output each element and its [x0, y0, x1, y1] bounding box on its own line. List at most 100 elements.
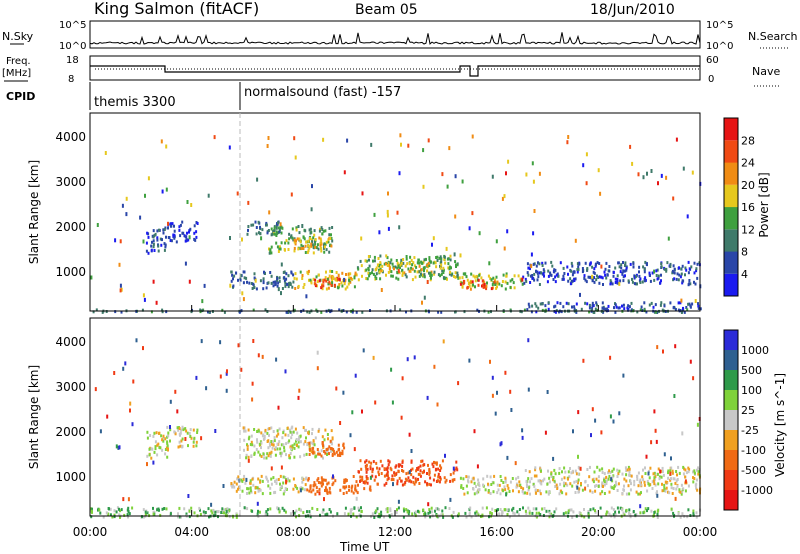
heatmap-cell — [649, 274, 651, 277]
heatmap-cell — [391, 262, 394, 266]
heatmap-cell — [290, 271, 293, 275]
heatmap-speckle — [650, 169, 653, 173]
heatmap-cell — [586, 468, 589, 471]
heatmap-speckle — [473, 429, 476, 434]
heatmap-cell — [263, 434, 266, 438]
heatmap-cell — [237, 475, 240, 479]
heatmap-cell — [530, 310, 533, 314]
heatmap-cell — [428, 472, 431, 476]
heatmap-cell — [625, 479, 628, 483]
heatmap-cell — [372, 460, 375, 464]
heatmap-cell — [429, 515, 432, 519]
heatmap-cell — [507, 508, 510, 512]
heatmap-cell — [528, 470, 531, 474]
heatmap-speckle — [471, 211, 474, 216]
heatmap-cell — [276, 506, 279, 510]
heatmap-cell — [571, 469, 574, 473]
heatmap-cell — [529, 492, 531, 496]
heatmap-cell — [289, 445, 292, 449]
heatmap-speckle — [270, 466, 273, 471]
heatmap-cell — [221, 308, 224, 312]
heatmap-cell — [322, 229, 325, 233]
heatmap-cell — [268, 451, 271, 455]
heatmap-cell — [273, 232, 276, 236]
heatmap-cell — [329, 439, 332, 443]
heatmap-cell — [178, 506, 181, 510]
heatmap-cell — [267, 281, 270, 285]
heatmap-speckle — [476, 464, 479, 469]
heatmap-cell — [386, 264, 389, 267]
heatmap-cell — [157, 249, 160, 253]
nsky-trace — [89, 32, 701, 45]
heatmap-cell — [454, 271, 457, 275]
heatmap-cell — [415, 469, 418, 473]
heatmap-cell — [521, 282, 524, 286]
heatmap-cell — [435, 256, 438, 259]
heatmap-cell — [238, 310, 241, 314]
heatmap-cell — [326, 447, 329, 451]
heatmap-cell — [278, 276, 281, 280]
nsky-tick-top: 10^5 — [59, 20, 86, 31]
heatmap-cell — [676, 272, 679, 276]
heatmap-cell — [91, 507, 93, 511]
heatmap-cell — [267, 439, 270, 443]
heatmap-cell — [404, 481, 407, 484]
heatmap-speckle — [372, 355, 375, 360]
heatmap-cell — [259, 279, 262, 283]
heatmap-cell — [298, 507, 301, 511]
heatmap-cell — [489, 511, 492, 515]
heatmap-speckle — [205, 386, 208, 391]
heatmap-cell — [593, 267, 596, 271]
heatmap-cell — [677, 301, 680, 305]
heatmap-cell — [531, 274, 534, 277]
heatmap-cell — [516, 510, 519, 514]
heatmap-speckle — [622, 373, 625, 378]
heatmap-cell — [681, 490, 684, 494]
heatmap-cell — [672, 278, 675, 282]
heatmap-cell — [485, 287, 488, 291]
heatmap-cell — [569, 277, 572, 281]
heatmap-cell — [359, 459, 362, 463]
heatmap-speckle — [285, 479, 288, 484]
heatmap-cell — [550, 474, 553, 478]
heatmap-cell — [669, 301, 672, 305]
heatmap-cell — [603, 270, 606, 274]
heatmap-cell — [356, 491, 359, 495]
heatmap-cell — [336, 512, 339, 516]
heatmap-cell — [143, 515, 145, 519]
heatmap-cell — [498, 483, 501, 487]
heatmap-cell — [387, 476, 390, 480]
heatmap-speckle — [143, 297, 146, 302]
heatmap-speckle — [399, 133, 402, 138]
heatmap-cell — [363, 487, 366, 491]
heatmap-cell — [553, 510, 556, 514]
heatmap-cell — [611, 475, 614, 479]
heatmap-cell — [90, 515, 93, 519]
heatmap-cell — [298, 231, 301, 235]
heatmap-cell — [619, 506, 622, 510]
heatmap-cell — [377, 470, 380, 474]
heatmap-cell — [378, 467, 381, 471]
heatmap-cell — [113, 509, 116, 513]
heatmap-cell — [626, 468, 629, 472]
heatmap-cell — [644, 466, 646, 470]
heatmap-cell — [402, 507, 405, 511]
heatmap-cell — [495, 275, 498, 279]
heatmap-cell — [598, 275, 601, 279]
heatmap-cell — [613, 306, 615, 310]
heatmap-cell — [491, 507, 494, 511]
heatmap-cell — [152, 434, 155, 438]
heatmap-cell — [251, 477, 254, 481]
heatmap-speckle — [422, 184, 425, 189]
heatmap-cell — [609, 471, 612, 474]
heatmap-cell — [413, 256, 416, 260]
heatmap-cell — [343, 446, 346, 450]
heatmap-cell — [411, 512, 414, 516]
heatmap-cell — [268, 442, 271, 446]
heatmap-cell — [266, 231, 269, 235]
heatmap-cell — [605, 512, 608, 516]
heatmap-cell — [178, 228, 181, 232]
heatmap-cell — [396, 266, 399, 270]
heatmap-cell — [161, 238, 163, 242]
heatmap-cell — [300, 243, 303, 247]
